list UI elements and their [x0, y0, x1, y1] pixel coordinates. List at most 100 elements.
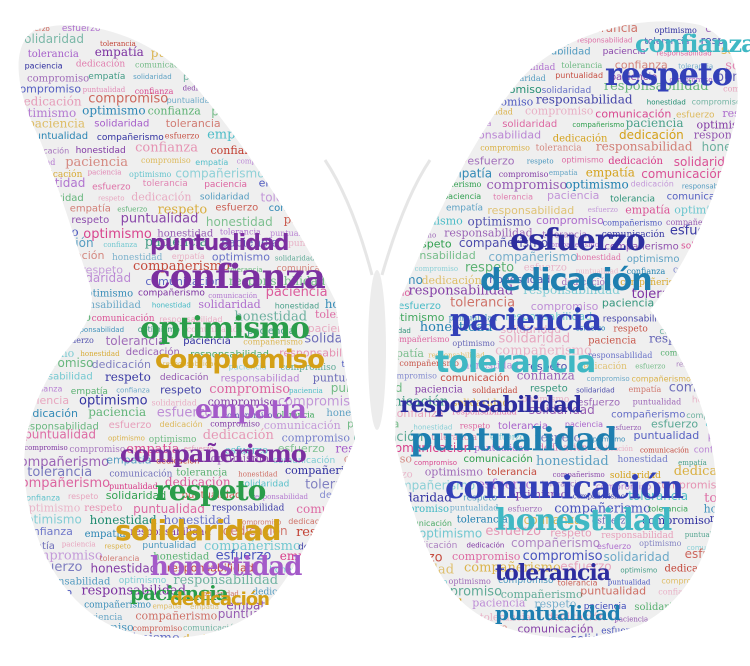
filler-word: responsabilidad	[358, 598, 463, 613]
filler-word: compromiso	[141, 156, 191, 165]
filler-word: comunicación	[183, 624, 239, 633]
filler-word: responsabilidad	[694, 128, 750, 141]
filler-word: honestidad	[234, 310, 307, 325]
filler-word: responsabilidad	[452, 407, 516, 416]
filler-word: compañerismo	[243, 338, 303, 347]
filler-word: comunicación	[440, 372, 509, 384]
filler-word: esfuerzo	[278, 442, 325, 455]
filler-word: compromiso	[655, 479, 723, 492]
word-left-7: honestidad	[150, 552, 302, 582]
filler-word: compañerismo	[386, 478, 475, 492]
filler-word: compañerismo	[19, 614, 79, 623]
filler-word: compromiso	[16, 310, 91, 324]
filler-word: comunicación	[277, 263, 339, 274]
filler-word: paciencia	[16, 325, 59, 335]
filler-word: confianza	[724, 262, 750, 275]
filler-word: tolerancia	[457, 515, 508, 526]
filler-word: solidaridad	[500, 74, 545, 83]
filler-word: dedicación	[203, 428, 275, 443]
filler-word: dedicación	[396, 133, 445, 144]
filler-word: puntualidad	[331, 381, 403, 395]
filler-word: compañerismo	[553, 471, 605, 479]
filler-word: puntualidad	[450, 504, 499, 513]
filler-word: solidaridad	[152, 398, 197, 407]
filler-word: comunicación	[667, 191, 736, 203]
filler-word: confianza	[311, 590, 345, 598]
filler-word: esfuerzo	[508, 504, 543, 513]
filler-word: esfuerzo	[266, 21, 313, 34]
word-right-4: paciencia	[450, 303, 602, 338]
butterfly-body	[368, 270, 386, 430]
filler-word: compromiso	[223, 411, 273, 420]
filler-word: paciencia	[229, 362, 267, 371]
filler-word: empatía	[195, 158, 228, 167]
word-right-7: puntualidad	[410, 420, 617, 458]
filler-word: optimismo	[509, 488, 568, 501]
filler-word: compromiso	[384, 170, 440, 180]
filler-word: responsabilidad	[130, 527, 211, 538]
filler-word: compañerismo	[741, 189, 750, 202]
word-right-8: comunicación	[445, 468, 684, 506]
filler-word: responsabilidad	[577, 36, 632, 44]
filler-word: respeto	[81, 263, 123, 276]
filler-word: solidaridad	[634, 602, 691, 613]
filler-word: compromiso	[24, 444, 67, 452]
filler-word: esfuerzo	[398, 301, 441, 312]
filler-word: honestidad	[206, 215, 273, 229]
filler-word: comunicación	[299, 129, 391, 144]
filler-word: compromiso	[661, 576, 710, 585]
filler-word: solidaridad	[18, 32, 84, 46]
filler-word: puntualidad	[726, 476, 750, 490]
filler-word: esfuerzo	[490, 433, 525, 442]
filler-word: compromiso	[327, 225, 402, 239]
filler-word: esfuerzo	[524, 263, 567, 274]
filler-word: honestidad	[276, 148, 315, 156]
filler-word: responsabilidad	[657, 50, 712, 58]
filler-word: puntualidad	[278, 109, 327, 118]
filler-word: compromiso	[398, 578, 447, 587]
filler-word: solidaridad	[384, 490, 452, 504]
filler-word: tolerancia	[305, 478, 370, 493]
filler-word: puntualidad	[28, 131, 88, 142]
filler-word: paciencia	[588, 336, 636, 347]
filler-word: compañerismo	[603, 219, 663, 228]
filler-word: tolerancia	[737, 203, 750, 213]
filler-word: paciencia	[183, 72, 231, 83]
filler-word: paciencia	[284, 213, 342, 227]
filler-word: responsabilidad	[409, 284, 514, 299]
filler-word: puntualidad	[634, 429, 700, 442]
filler-word: responsabilidad	[389, 249, 476, 262]
filler-word: comunicación	[669, 380, 750, 395]
filler-word: tolerancia	[628, 489, 688, 503]
filler-word: tolerancia	[487, 467, 537, 478]
filler-word: tolerancia	[480, 613, 531, 624]
filler-word: responsabilidad	[374, 83, 461, 96]
left-antenna	[323, 159, 374, 276]
filler-word: comunicación	[28, 249, 104, 262]
filler-word: respeto	[613, 325, 647, 335]
filler-word: esfuerzo	[263, 170, 297, 179]
filler-word: optimismo	[655, 26, 698, 35]
filler-word: responsabilidad	[60, 300, 141, 311]
filler-word: respeto	[526, 360, 568, 373]
filler-word: tolerancia	[176, 468, 227, 479]
filler-word: dedicación	[92, 358, 151, 371]
word-left-10: dedicación	[170, 589, 269, 610]
filler-word: puntualidad	[633, 397, 682, 406]
filler-word: dedicación	[608, 156, 663, 167]
filler-word: solidaridad	[275, 255, 315, 263]
filler-word: respeto	[98, 195, 124, 203]
filler-word: empatía	[88, 72, 125, 82]
filler-word: compañerismo	[572, 121, 624, 129]
filler-word: honestidad	[333, 37, 378, 46]
filler-word: compañerismo	[293, 49, 353, 58]
filler-word: compromiso	[65, 621, 134, 634]
filler-word: paciencia	[145, 235, 208, 250]
filler-word: tolerancia	[648, 505, 688, 514]
filler-word: comunicación	[365, 115, 449, 129]
filler-word: optimismo	[13, 106, 77, 120]
filler-word: compañerismo	[464, 561, 561, 576]
filler-word: paciencia	[626, 116, 684, 130]
filler-word: compromiso	[13, 82, 81, 95]
